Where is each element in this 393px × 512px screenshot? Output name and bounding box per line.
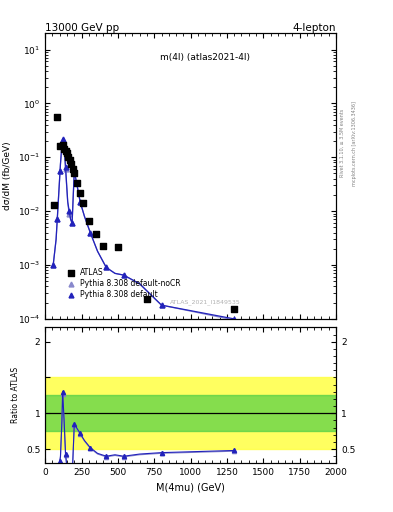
ATLAS xyxy=(115,243,121,251)
ATLAS xyxy=(80,199,86,207)
ATLAS xyxy=(51,201,57,209)
ATLAS xyxy=(64,149,70,157)
ATLAS xyxy=(54,113,60,121)
Y-axis label: Ratio to ATLAS: Ratio to ATLAS xyxy=(11,367,20,423)
ATLAS xyxy=(57,142,63,151)
Pythia 8.308 default xyxy=(78,199,83,205)
Pythia 8.308 default-noCR xyxy=(159,302,164,308)
ATLAS xyxy=(68,160,75,168)
Text: 4-lepton: 4-lepton xyxy=(292,23,336,32)
Y-axis label: dσ/dM (fb/GeV): dσ/dM (fb/GeV) xyxy=(3,142,12,210)
Pythia 8.308 default xyxy=(121,272,126,278)
ATLAS xyxy=(71,169,77,178)
ATLAS xyxy=(86,217,92,225)
ATLAS xyxy=(100,242,107,250)
Pythia 8.308 default xyxy=(70,220,74,226)
Line: Pythia 8.308 default-noCR: Pythia 8.308 default-noCR xyxy=(51,138,237,323)
ATLAS xyxy=(61,144,67,153)
Pythia 8.308 default-noCR xyxy=(72,168,77,175)
Pythia 8.308 default xyxy=(72,168,77,174)
Pythia 8.308 default-noCR xyxy=(70,220,74,226)
ATLAS xyxy=(67,156,73,164)
Line: Pythia 8.308 default: Pythia 8.308 default xyxy=(51,136,237,322)
Pythia 8.308 default xyxy=(159,302,164,308)
X-axis label: M(4mu) (GeV): M(4mu) (GeV) xyxy=(156,483,225,493)
ATLAS xyxy=(144,295,150,304)
Pythia 8.308 default xyxy=(63,164,68,170)
ATLAS xyxy=(59,141,66,149)
Pythia 8.308 default xyxy=(57,168,62,174)
ATLAS xyxy=(74,178,80,186)
Pythia 8.308 default xyxy=(232,316,237,322)
Pythia 8.308 default-noCR xyxy=(78,199,83,205)
Pythia 8.308 default-noCR xyxy=(60,137,65,143)
ATLAS xyxy=(65,153,72,161)
ATLAS xyxy=(77,188,83,197)
Text: ATLAS_2021_I1849535: ATLAS_2021_I1849535 xyxy=(170,299,241,305)
Text: 13000 GeV pp: 13000 GeV pp xyxy=(45,23,119,32)
Pythia 8.308 default-noCR xyxy=(121,272,126,278)
Legend: ATLAS, Pythia 8.308 default-noCR, Pythia 8.308 default: ATLAS, Pythia 8.308 default-noCR, Pythia… xyxy=(64,267,182,301)
Pythia 8.308 default xyxy=(51,262,55,268)
ATLAS xyxy=(70,165,76,174)
Pythia 8.308 default-noCR xyxy=(67,210,72,217)
Text: mcplots.cern.ch [arXiv:1306.3436]: mcplots.cern.ch [arXiv:1306.3436] xyxy=(352,101,357,186)
Text: m(4l) (atlas2021-4l): m(4l) (atlas2021-4l) xyxy=(160,53,250,62)
Pythia 8.308 default-noCR xyxy=(55,217,59,223)
ATLAS xyxy=(93,230,99,238)
Pythia 8.308 default-noCR xyxy=(51,262,55,268)
Pythia 8.308 default-noCR xyxy=(104,264,108,270)
Pythia 8.308 default-noCR xyxy=(63,166,68,173)
Pythia 8.308 default xyxy=(60,136,65,142)
Pythia 8.308 default-noCR xyxy=(88,229,93,236)
Pythia 8.308 default-noCR xyxy=(232,317,237,323)
Pythia 8.308 default-noCR xyxy=(57,168,62,174)
Pythia 8.308 default xyxy=(104,264,108,270)
Pythia 8.308 default xyxy=(67,208,72,214)
ATLAS xyxy=(231,305,237,313)
Text: Rivet 3.1.10, ≥ 3.5M events: Rivet 3.1.10, ≥ 3.5M events xyxy=(340,109,345,178)
Pythia 8.308 default xyxy=(88,229,93,236)
ATLAS xyxy=(62,147,69,155)
Pythia 8.308 default xyxy=(55,217,59,223)
